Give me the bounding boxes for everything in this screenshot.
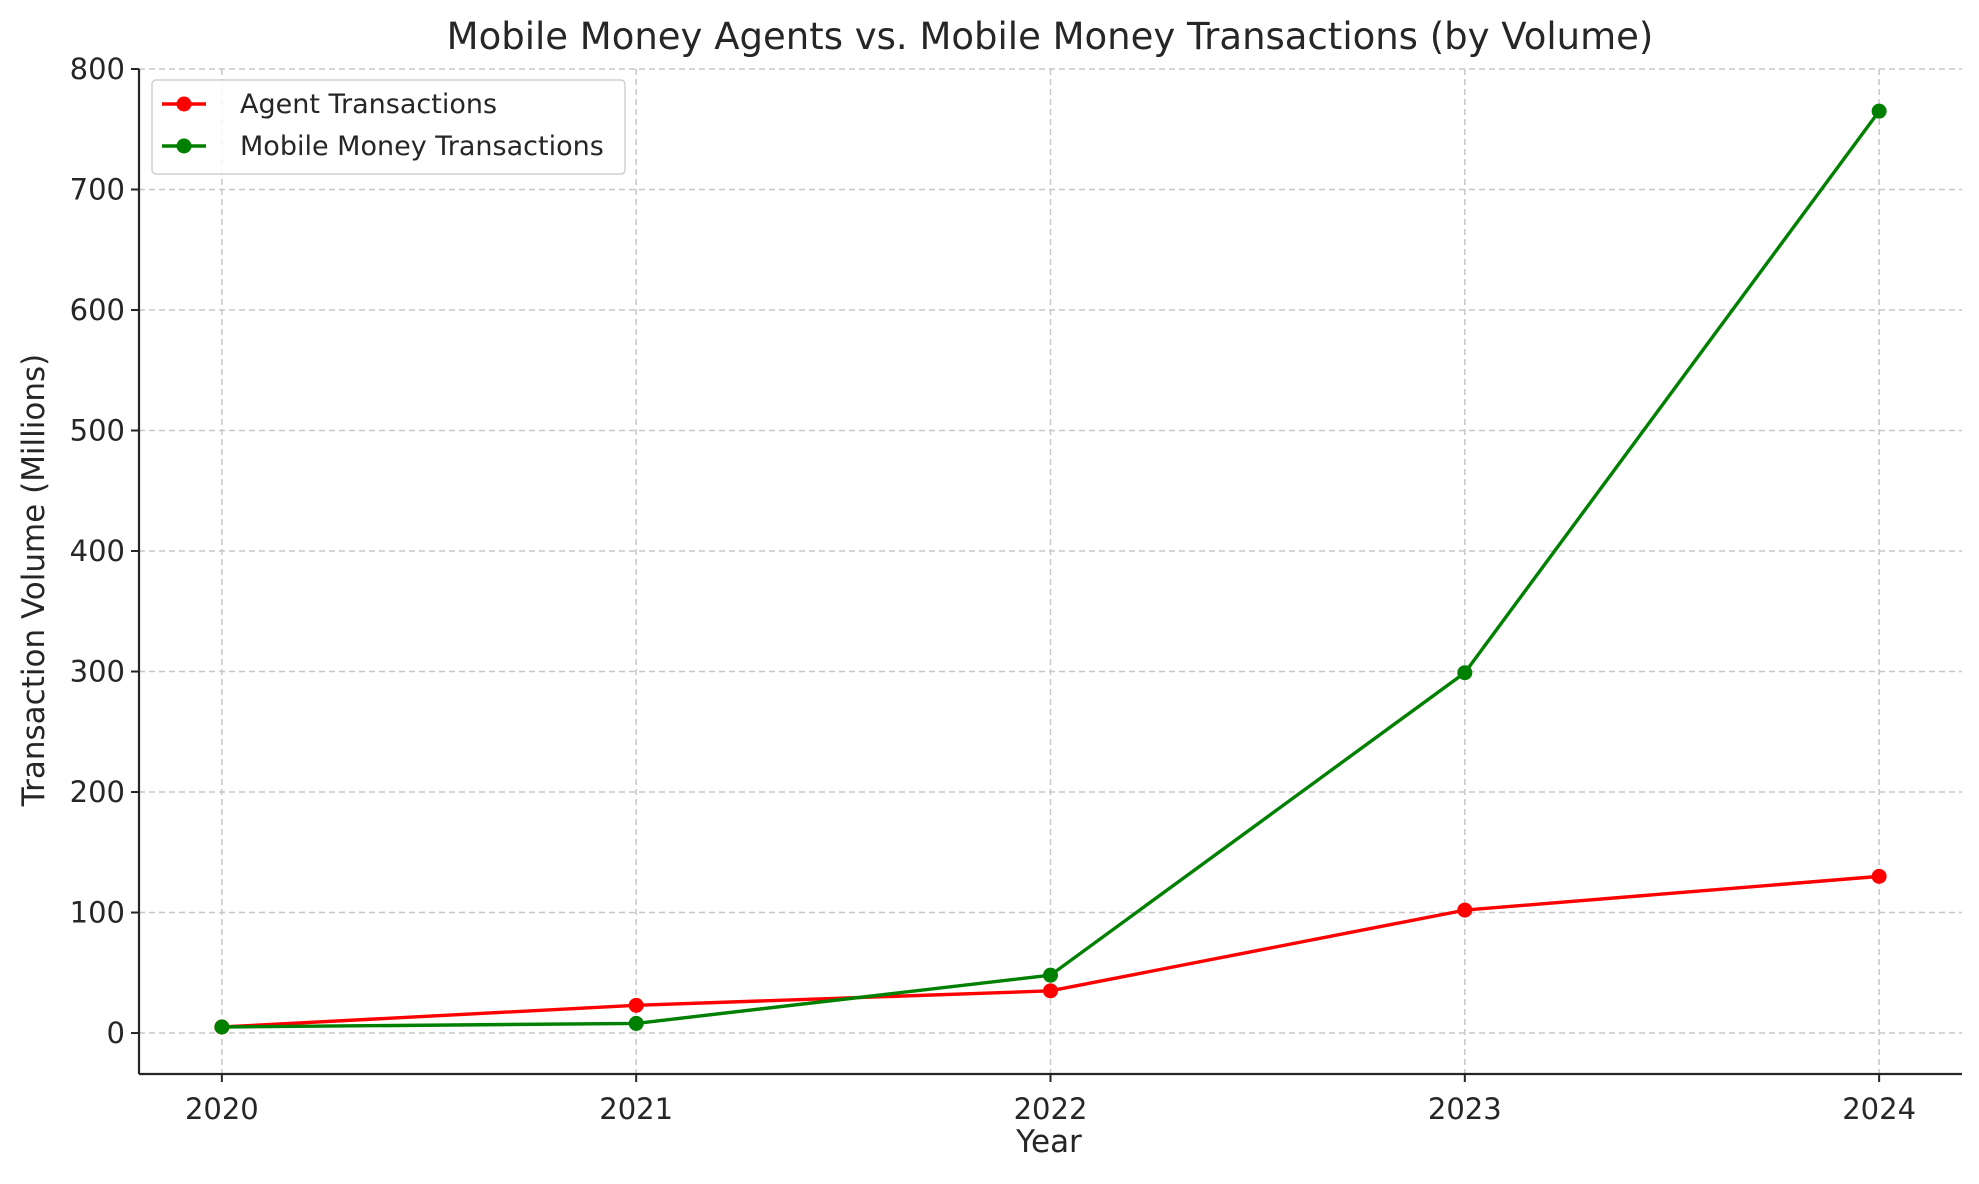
legend: Agent Transactions Mobile Money Transacti…	[151, 79, 626, 175]
chart-title: Mobile Money Agents vs. Mobile Money Tra…	[447, 15, 1654, 58]
y-axis-title: Transaction Volume (Millions)	[16, 354, 52, 808]
x-axis-title: Year	[1015, 1124, 1082, 1160]
data-point-agent-transactions	[1871, 868, 1887, 884]
y-tick-label: 300	[70, 655, 125, 689]
y-tick-label: 600	[70, 293, 125, 327]
legend-box	[151, 79, 626, 175]
x-tick-label: 2020	[185, 1092, 259, 1126]
y-tick-label: 800	[70, 52, 125, 86]
axes-layer: 0 100 200 300 400 500 600 700 800 2020 2021 2022 202…	[70, 52, 1962, 1126]
x-tick-label: 2023	[1428, 1092, 1502, 1126]
grid-layer	[139, 68, 1962, 1074]
x-tick-label: 2022	[1014, 1092, 1088, 1126]
legend-label-mobile-money-transactions: Mobile Money Transactions	[240, 131, 604, 162]
y-tick-label: 200	[70, 775, 125, 809]
y-tick-label: 400	[70, 534, 125, 568]
legend-label-agent-transactions: Agent Transactions	[240, 89, 497, 120]
data-point-mobile-money-transactions	[214, 1019, 230, 1035]
data-point-agent-transactions	[1043, 983, 1058, 999]
y-tick-label: 500	[70, 414, 125, 448]
y-tick-label: 100	[70, 896, 125, 930]
legend-marker-mobile-money-transactions	[176, 138, 192, 154]
data-point-agent-transactions	[628, 997, 644, 1013]
x-tick-label: 2021	[599, 1092, 673, 1126]
data-point-mobile-money-transactions	[1043, 967, 1058, 983]
series-layer	[214, 103, 1887, 1035]
y-tick-label: 0	[107, 1016, 125, 1050]
data-point-agent-transactions	[1457, 902, 1473, 918]
x-tick-label: 2024	[1842, 1092, 1916, 1126]
data-point-mobile-money-transactions	[628, 1015, 644, 1031]
y-tick-label: 700	[70, 173, 125, 207]
data-point-mobile-money-transactions	[1871, 103, 1887, 119]
legend-marker-agent-transactions	[176, 96, 192, 112]
labels-layer: Mobile Money Agents vs. Mobile Money Tra…	[16, 15, 1653, 1160]
data-point-mobile-money-transactions	[1457, 665, 1473, 681]
